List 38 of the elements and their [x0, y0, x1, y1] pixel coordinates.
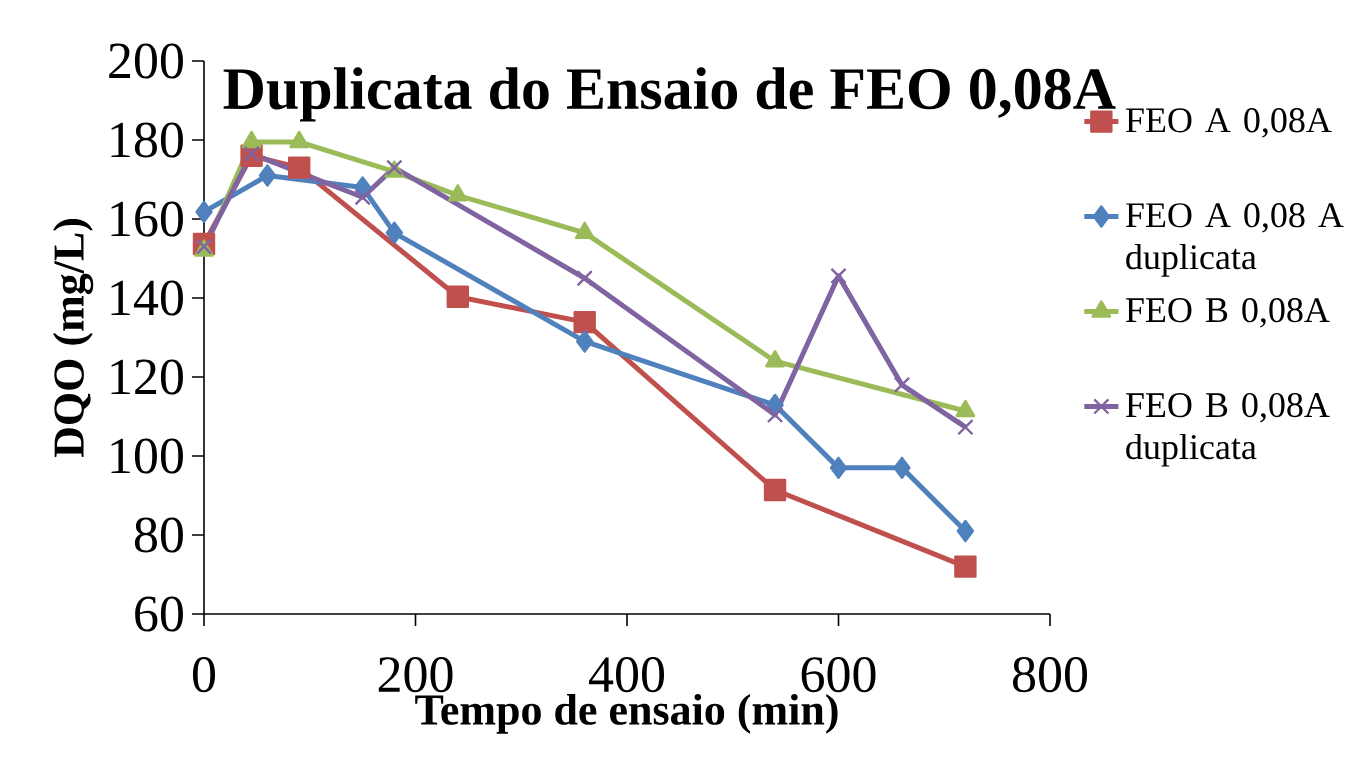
- chart-title: Duplicata do Ensaio de FEO 0,08A: [223, 67, 1116, 122]
- point: [576, 330, 594, 353]
- y-tick-label: 160: [111, 201, 183, 237]
- point: [893, 376, 911, 394]
- point: [446, 285, 469, 309]
- x-tick-label: 400: [589, 657, 665, 693]
- x-axis-title: Tempo de ensaio (min): [415, 693, 838, 734]
- y-tick-label: 180: [111, 122, 183, 158]
- point: [573, 310, 596, 334]
- point: [576, 269, 593, 287]
- legend-label: FEO B 0,08A duplicata: [1125, 392, 1330, 467]
- y-tick-label: 100: [111, 438, 183, 474]
- legend-label: FEO A 0,08A: [1125, 108, 1332, 138]
- point: [258, 164, 277, 187]
- y-tick-label: 200: [109, 43, 183, 79]
- point: [893, 456, 911, 480]
- x-tick-label: 600: [801, 657, 876, 693]
- y-tick-label: 80: [134, 517, 183, 553]
- point: [385, 221, 404, 245]
- x-tick-label: 200: [378, 657, 453, 693]
- point: [956, 519, 975, 543]
- point: [830, 267, 847, 285]
- point: [766, 406, 784, 424]
- point: [957, 418, 974, 436]
- point: [763, 478, 787, 502]
- y-axis-title: DQO (mg/L): [52, 219, 94, 458]
- y-tick-label: 120: [111, 359, 183, 395]
- point: [195, 200, 213, 224]
- legend-label: FEO A 0,08 A duplicata: [1125, 203, 1344, 277]
- y-tick-label: 60: [135, 596, 183, 632]
- point: [829, 456, 848, 480]
- point: [287, 156, 311, 179]
- y-tick-label: 140: [111, 280, 183, 316]
- x-tick-label: 0: [192, 657, 216, 693]
- point: [954, 555, 977, 578]
- legend-label: FEO B 0,08A: [1125, 298, 1330, 328]
- x-tick-label: 800: [1012, 657, 1088, 693]
- point: [354, 189, 371, 206]
